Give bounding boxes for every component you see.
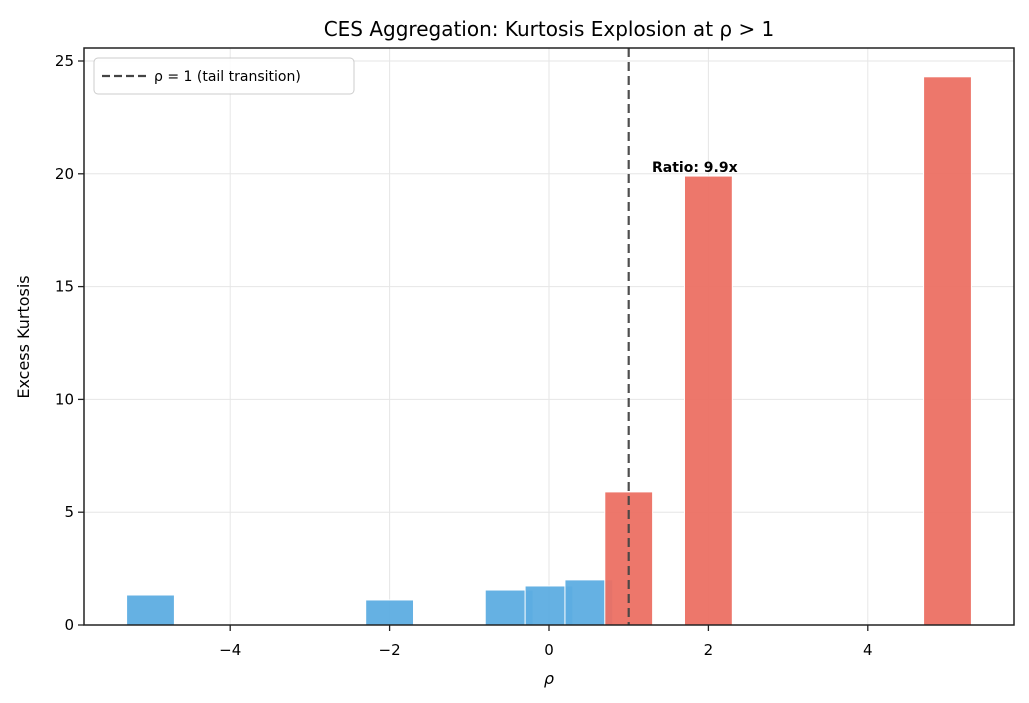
bar <box>683 175 733 626</box>
x-tick-label: −2 <box>379 641 401 659</box>
x-tick-label: −4 <box>219 641 241 659</box>
bar <box>365 599 415 626</box>
legend: ρ = 1 (tail transition) <box>93 57 355 95</box>
x-tick-label: 2 <box>704 641 714 659</box>
x-tick-label: 4 <box>863 641 873 659</box>
bar <box>126 594 175 626</box>
y-tick-label: 15 <box>55 278 74 296</box>
y-axis-label: Excess Kurtosis <box>14 275 33 398</box>
y-tick-label: 25 <box>55 52 74 70</box>
y-tick-label: 10 <box>55 390 74 408</box>
y-tick-label: 20 <box>55 165 74 183</box>
x-axis-label: ρ <box>544 669 554 688</box>
x-tick-label: 0 <box>544 641 554 659</box>
y-axis-ticks: 0 5 10 15 20 25 <box>55 52 84 634</box>
grid-lines <box>84 48 1014 625</box>
x-axis-ticks: −4 −2 0 2 4 <box>219 625 873 659</box>
legend-box <box>93 57 355 95</box>
y-tick-label: 0 <box>64 616 74 634</box>
legend-entry: ρ = 1 (tail transition) <box>154 69 301 85</box>
chart-title: CES Aggregation: Kurtosis Explosion at ρ… <box>324 17 775 41</box>
y-tick-label: 5 <box>64 503 74 521</box>
ratio-annotation: Ratio: 9.9x <box>652 160 738 176</box>
bar <box>923 76 972 626</box>
